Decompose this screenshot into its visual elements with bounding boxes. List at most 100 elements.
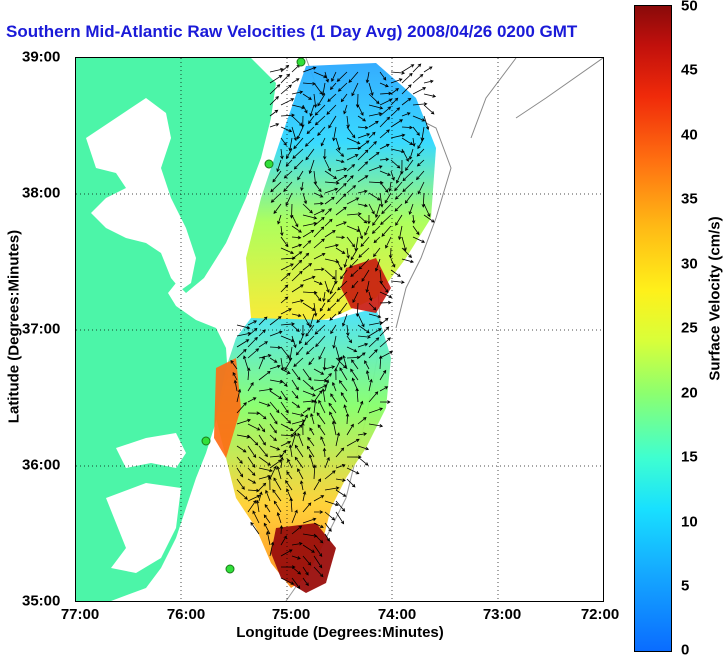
velocity-arrow xyxy=(263,514,271,524)
velocity-arrow xyxy=(401,64,415,73)
velocity-arrow xyxy=(335,511,345,525)
velocity-arrow xyxy=(346,126,356,139)
velocity-arrow xyxy=(313,192,324,198)
velocity-arrow xyxy=(317,424,326,436)
velocity-arrow xyxy=(272,170,282,183)
map-svg xyxy=(76,58,603,601)
velocity-arrow xyxy=(258,423,266,433)
velocity-arrow xyxy=(247,499,257,513)
velocity-arrow xyxy=(285,192,293,207)
map-plot-area[interactable] xyxy=(75,57,604,602)
velocity-arrow xyxy=(247,494,261,502)
velocity-arrow xyxy=(313,510,324,514)
velocity-arrow xyxy=(327,93,337,102)
velocity-arrow xyxy=(401,72,413,84)
velocity-arrow xyxy=(412,225,420,236)
y-axis-label: Latitude (Degrees:Minutes) xyxy=(5,229,23,424)
velocity-arrow xyxy=(412,63,422,73)
velocity-arrow xyxy=(301,422,305,436)
velocity-arrow xyxy=(336,71,348,82)
velocity-arrow xyxy=(332,126,337,142)
velocity-arrow xyxy=(272,489,282,502)
velocity-arrow xyxy=(324,196,335,205)
velocity-arrow xyxy=(368,203,375,215)
velocity-arrow xyxy=(368,165,383,172)
velocity-arrow xyxy=(357,416,367,425)
velocity-arrow xyxy=(412,115,426,122)
velocity-arrow xyxy=(236,348,247,359)
velocity-arrow xyxy=(357,203,368,208)
velocity-arrow xyxy=(374,203,381,218)
velocity-arrow xyxy=(269,434,277,442)
velocity-arrow xyxy=(247,423,261,431)
velocity-arrow xyxy=(308,357,315,366)
colorbar-tick: 15 xyxy=(681,448,698,466)
velocity-arrow xyxy=(352,291,359,304)
velocity-arrow xyxy=(280,390,288,401)
velocity-arrow xyxy=(402,181,414,193)
velocity-arrow xyxy=(258,445,268,458)
velocity-arrow xyxy=(276,465,282,480)
velocity-arrow xyxy=(269,67,284,73)
velocity-arrow xyxy=(313,93,318,109)
velocity-arrow xyxy=(357,214,368,224)
velocity-arrow xyxy=(280,137,287,146)
velocity-arrow xyxy=(423,104,435,115)
velocity-arrow xyxy=(331,381,337,392)
velocity-arrow xyxy=(291,432,297,447)
velocity-arrow xyxy=(351,82,359,97)
velocity-arrow xyxy=(412,102,428,106)
velocity-arrow xyxy=(328,402,337,414)
velocity-arrow xyxy=(346,115,350,129)
velocity-arrow xyxy=(357,313,365,328)
velocity-arrow xyxy=(302,275,316,282)
velocity-arrow xyxy=(236,456,243,464)
velocity-arrow xyxy=(398,225,403,241)
velocity-arrow xyxy=(339,367,348,381)
velocity-arrow xyxy=(297,432,304,447)
colorbar-tick: 35 xyxy=(681,190,698,208)
velocity-arrow xyxy=(340,93,348,103)
velocity-arrow xyxy=(358,258,370,270)
velocity-arrow xyxy=(288,137,293,152)
velocity-arrow xyxy=(324,511,336,521)
velocity-arrow xyxy=(322,291,326,302)
velocity-arrow xyxy=(379,326,390,337)
velocity-arrow xyxy=(313,280,323,286)
velocity-arrow xyxy=(324,379,330,392)
velocity-arrow xyxy=(280,456,284,469)
velocity-arrow xyxy=(280,64,290,73)
velocity-arrow xyxy=(269,109,279,117)
velocity-arrow xyxy=(401,236,407,252)
velocity-arrow xyxy=(357,161,369,172)
velocity-arrow xyxy=(236,445,247,453)
colorbar-tick: 5 xyxy=(681,577,690,595)
velocity-arrow xyxy=(381,225,392,237)
velocity-arrow xyxy=(255,499,260,513)
velocity-arrow xyxy=(270,192,282,203)
velocity-arrow xyxy=(368,349,378,359)
velocity-arrow xyxy=(346,185,357,194)
velocity-arrow xyxy=(247,336,258,348)
velocity-arrow xyxy=(252,510,260,524)
velocity-arrow xyxy=(331,71,337,82)
x-tick-label: 72:00 xyxy=(580,606,620,623)
velocity-arrow xyxy=(258,387,273,392)
velocity-arrow xyxy=(343,258,348,268)
velocity-arrow xyxy=(324,456,330,469)
velocity-arrow xyxy=(230,359,238,370)
velocity-arrow xyxy=(273,477,282,491)
velocity-arrow xyxy=(423,115,430,131)
velocity-arrow xyxy=(374,258,381,272)
velocity-arrow xyxy=(324,208,332,216)
velocity-arrow xyxy=(291,390,299,399)
velocity-arrow xyxy=(330,393,337,403)
velocity-arrow xyxy=(335,464,346,469)
velocity-arrow xyxy=(291,368,301,381)
velocity-arrow xyxy=(302,555,312,566)
velocity-arrow xyxy=(355,387,359,403)
colorbar-tick: 30 xyxy=(681,255,698,273)
velocity-arrow xyxy=(324,470,336,480)
velocity-arrow xyxy=(316,412,326,425)
velocity-arrow xyxy=(313,216,325,227)
